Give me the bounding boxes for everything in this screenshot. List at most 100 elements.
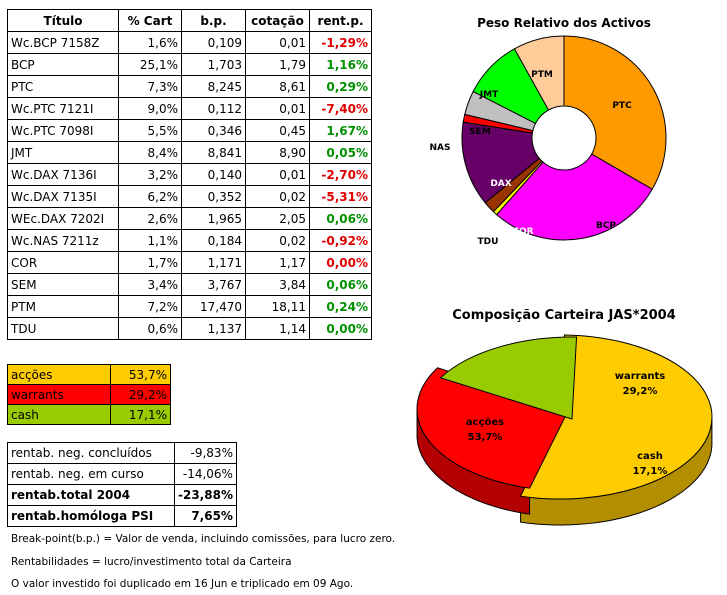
holding-quote: 18,11 — [245, 295, 310, 318]
holding-return: 0,24% — [309, 295, 372, 318]
holding-quote: 2,05 — [245, 207, 310, 230]
holdings-header-row: Título % Cart b.p. cotação rent.p. — [7, 9, 372, 32]
note-break-point: Break-point(b.p.) = Valor de venda, incl… — [11, 533, 396, 545]
allocation-row: warrants 29,2% — [7, 384, 171, 405]
holding-return: 0,06% — [309, 273, 372, 296]
holding-break-point: 0,112 — [181, 97, 246, 120]
note-rentabilidades: Rentabilidades = lucro/investimento tota… — [11, 556, 292, 568]
holding-row: COR 1,7% 1,171 1,17 0,00% — [7, 251, 372, 274]
donut-slice-bcp — [495, 153, 653, 241]
summary-row: rentab.homóloga PSI 7,65% — [7, 505, 237, 527]
holding-name: SEM — [7, 273, 119, 296]
pie-label-accoes: acções — [466, 417, 504, 428]
holding-break-point: 8,245 — [181, 75, 246, 98]
holding-return: -0,92% — [309, 229, 372, 252]
holding-break-point: 0,346 — [181, 119, 246, 142]
holding-return: -5,31% — [309, 185, 372, 208]
holding-quote: 0,45 — [245, 119, 310, 142]
summary-label: rentab. neg. concluídos — [7, 442, 175, 464]
holding-return: 0,00% — [309, 317, 372, 340]
holding-break-point: 1,703 — [181, 53, 246, 76]
summary-row: rentab. neg. em curso -14,06% — [7, 463, 237, 485]
holding-name: Wc.DAX 7135I — [7, 185, 119, 208]
header-titulo: Título — [7, 9, 119, 32]
asset-weight-donut-chart: Peso Relativo dos Activos PTC BCP TDU COR DA… — [430, 16, 667, 247]
holding-cart-pct: 2,6% — [118, 207, 182, 230]
holding-return: 0,29% — [309, 75, 372, 98]
holding-quote: 3,84 — [245, 273, 310, 296]
donut-label-sem: SEM — [469, 127, 491, 137]
allocation-label: acções — [7, 364, 111, 385]
allocation-row: cash 17,1% — [7, 404, 171, 425]
summary-value: 7,65% — [174, 505, 237, 527]
holding-return: 0,05% — [309, 141, 372, 164]
holding-name: JMT — [7, 141, 119, 164]
holding-name: Wc.BCP 7158Z — [7, 31, 119, 54]
holding-name: PTM — [7, 295, 119, 318]
holding-quote: 1,79 — [245, 53, 310, 76]
holding-cart-pct: 0,6% — [118, 317, 182, 340]
header-cart: % Cart — [118, 9, 182, 32]
summary-value: -9,83% — [174, 442, 237, 464]
holding-name: COR — [7, 251, 119, 274]
allocation-row: acções 53,7% — [7, 364, 171, 385]
holding-row: JMT 8,4% 8,841 8,90 0,05% — [7, 141, 372, 164]
pie-slice-cash — [439, 336, 578, 420]
holding-name: WEc.DAX 7202I — [7, 207, 119, 230]
holding-name: Wc.PTC 7121I — [7, 97, 119, 120]
holding-name: PTC — [7, 75, 119, 98]
header-rent: rent.p. — [309, 9, 372, 32]
holding-row: Wc.BCP 7158Z 1,6% 0,109 0,01 -1,29% — [7, 31, 372, 54]
pie-value-warrants: 29,2% — [623, 386, 658, 397]
holding-break-point: 3,767 — [181, 273, 246, 296]
holding-name: BCP — [7, 53, 119, 76]
holding-quote: 0,01 — [245, 31, 310, 54]
holding-cart-pct: 7,2% — [118, 295, 182, 318]
holding-quote: 1,14 — [245, 317, 310, 340]
holding-break-point: 17,470 — [181, 295, 246, 318]
holding-quote: 0,01 — [245, 163, 310, 186]
pie-label-cash: cash — [637, 451, 663, 462]
header-bp: b.p. — [181, 9, 246, 32]
holding-cart-pct: 3,2% — [118, 163, 182, 186]
holding-break-point: 1,965 — [181, 207, 246, 230]
donut-label-dax: DAX — [490, 179, 511, 189]
holdings-table: Título % Cart b.p. cotação rent.p. Wc.BC… — [7, 9, 372, 340]
donut-chart-title: Peso Relativo dos Activos — [477, 16, 651, 30]
holding-quote: 8,61 — [245, 75, 310, 98]
returns-summary-table: rentab. neg. concluídos -9,83% rentab. neg… — [7, 442, 237, 527]
summary-label: rentab. neg. em curso — [7, 463, 175, 485]
holding-row: Wc.PTC 7121I 9,0% 0,112 0,01 -7,40% — [7, 97, 372, 120]
holding-row: PTM 7,2% 17,470 18,11 0,24% — [7, 295, 372, 318]
donut-label-cor: COR — [512, 227, 533, 237]
donut-label-ptc: PTC — [612, 101, 632, 111]
pie-chart-title: Composição Carteira JAS*2004 — [452, 308, 676, 323]
holding-row: Wc.PTC 7098I 5,5% 0,346 0,45 1,67% — [7, 119, 372, 142]
holding-return: 0,00% — [309, 251, 372, 274]
donut-slice-ptm — [513, 35, 565, 111]
holding-break-point: 0,109 — [181, 31, 246, 54]
header-cotacao: cotação — [245, 9, 310, 32]
holding-cart-pct: 1,1% — [118, 229, 182, 252]
holding-quote: 1,17 — [245, 251, 310, 274]
holding-cart-pct: 7,3% — [118, 75, 182, 98]
holding-cart-pct: 6,2% — [118, 185, 182, 208]
allocation-label: cash — [7, 404, 111, 425]
holding-row: Wc.DAX 7136I 3,2% 0,140 0,01 -2,70% — [7, 163, 372, 186]
holding-break-point: 0,140 — [181, 163, 246, 186]
holding-break-point: 0,352 — [181, 185, 246, 208]
allocation-label: warrants — [7, 384, 111, 405]
holding-quote: 0,02 — [245, 185, 310, 208]
summary-row: rentab. neg. concluídos -9,83% — [7, 442, 237, 464]
donut-label-tdu: TDU — [478, 237, 499, 247]
holding-quote: 0,02 — [245, 229, 310, 252]
holding-return: -1,29% — [309, 31, 372, 54]
holding-break-point: 0,184 — [181, 229, 246, 252]
holding-cart-pct: 5,5% — [118, 119, 182, 142]
holding-cart-pct: 1,7% — [118, 251, 182, 274]
allocation-table: acções 53,7% warrants 29,2% cash 17,1% — [7, 364, 171, 425]
holding-name: Wc.DAX 7136I — [7, 163, 119, 186]
holding-row: PTC 7,3% 8,245 8,61 0,29% — [7, 75, 372, 98]
holding-name: TDU — [7, 317, 119, 340]
holding-cart-pct: 3,4% — [118, 273, 182, 296]
